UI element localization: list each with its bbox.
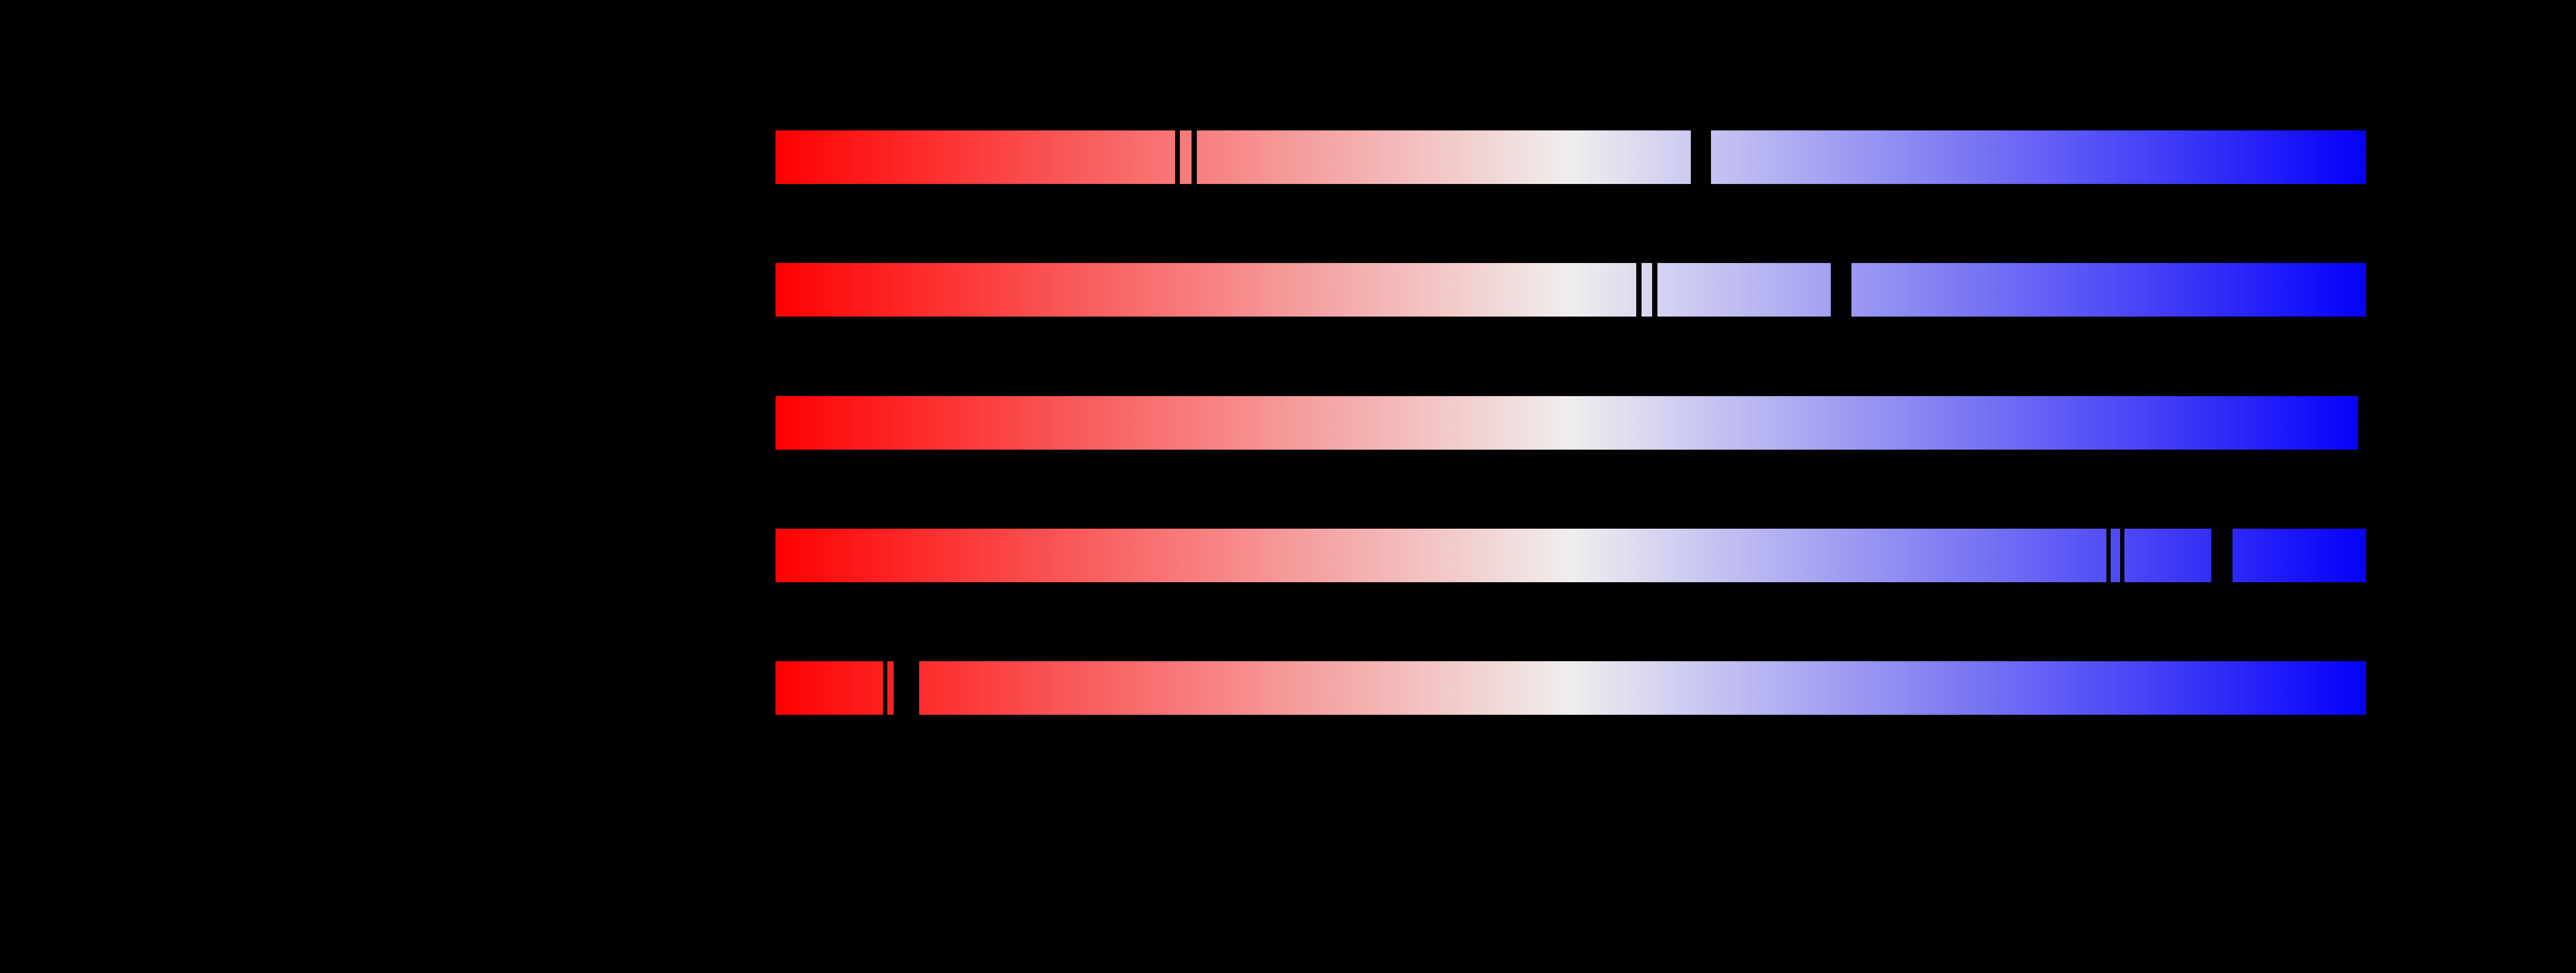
gradient-bar-row-4-segment <box>2232 528 2366 582</box>
gradient-bar-row-5-segment <box>919 661 2366 715</box>
gradient-bar-row-3-segment <box>775 396 2358 450</box>
gradient-bar-row-1-segment <box>1710 130 2366 184</box>
gradient-bar-row-2-segment <box>1642 263 1653 317</box>
gradient-bar-row-2-segment <box>1657 263 1831 317</box>
gradient-bar-row-5-segment <box>775 661 883 715</box>
gradient-bar-row-1-segment <box>1179 130 1192 184</box>
gradient-bar-row-5-segment <box>887 661 894 715</box>
gradient-bar-row-1-segment <box>1196 130 1691 184</box>
gradient-bar-row-4-segment <box>2124 528 2211 582</box>
gradient-bar-row-4-segment <box>2111 528 2121 582</box>
gradient-bar-row-4-segment <box>775 528 2106 582</box>
gradient-bar-row-1-segment <box>775 130 1175 184</box>
gradient-bar-row-2-segment <box>775 263 1637 317</box>
gradient-bar-row-2-segment <box>1851 263 2366 317</box>
